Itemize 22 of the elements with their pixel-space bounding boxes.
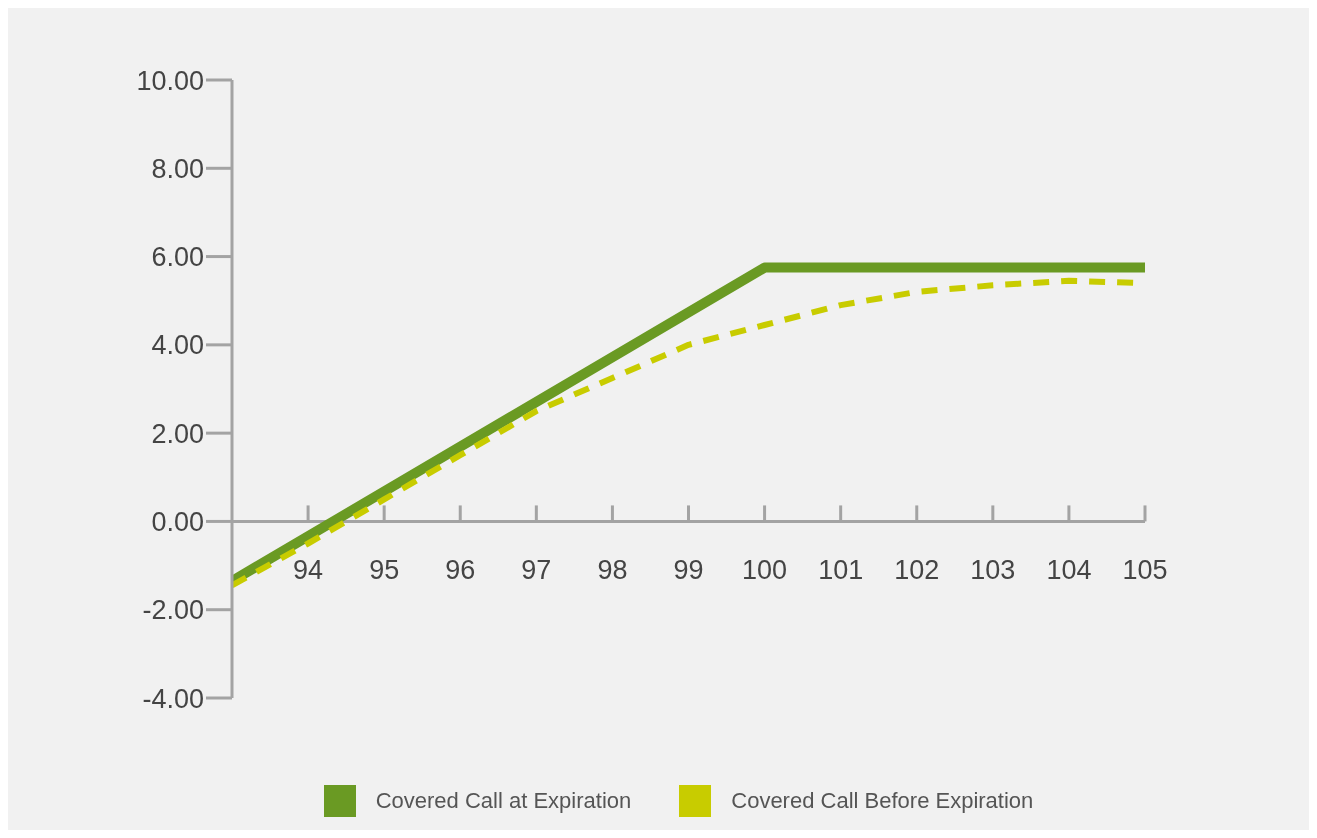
y-tick-label: 8.00 <box>151 153 204 184</box>
x-tick-label: 94 <box>293 555 324 586</box>
x-tick-label: 96 <box>445 555 476 586</box>
x-tick-label: 103 <box>970 555 1016 586</box>
y-tick-label: 6.00 <box>151 242 204 273</box>
x-tick-label: 95 <box>369 555 400 586</box>
y-tick-label: 0.00 <box>151 507 204 538</box>
y-tick-label: 2.00 <box>151 418 204 449</box>
legend-label: Covered Call at Expiration <box>375 788 632 814</box>
x-tick-label: 100 <box>742 555 788 586</box>
y-tick-label: -4.00 <box>142 683 204 714</box>
y-tick-label: 10.00 <box>136 65 204 96</box>
x-tick-label: 97 <box>521 555 552 586</box>
x-tick-label: 102 <box>894 555 940 586</box>
y-tick-label: 4.00 <box>151 330 204 361</box>
y-tick-label: -2.00 <box>142 595 204 626</box>
x-tick-label: 104 <box>1046 555 1092 586</box>
x-tick-label: 105 <box>1122 555 1168 586</box>
x-tick-label: 98 <box>597 555 628 586</box>
x-tick-label: 99 <box>673 555 704 586</box>
x-tick-label: 101 <box>818 555 864 586</box>
legend-label: Covered Call Before Expiration <box>731 788 1034 814</box>
